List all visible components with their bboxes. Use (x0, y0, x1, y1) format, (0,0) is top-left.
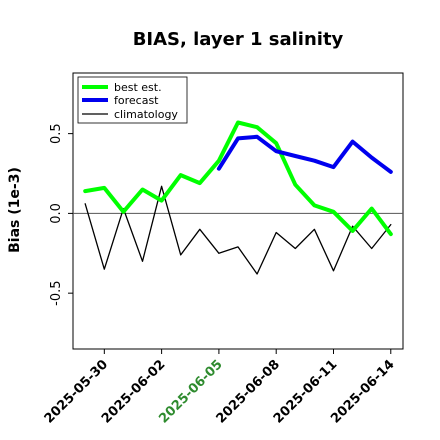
y-tick-label: 0.0 (49, 203, 64, 224)
legend-label-climatology: climatology (114, 108, 178, 121)
chart-title: BIAS, layer 1 salinity (133, 29, 344, 50)
series-line-climatology (84, 185, 392, 275)
legend: best est. forecast climatology (77, 76, 188, 124)
y-axis-label: Bias (1e-3) (7, 167, 23, 253)
legend-label-best-est: best est. (114, 81, 162, 94)
series-line-best-est (83, 120, 393, 237)
y-tick-label: 0.5 (49, 123, 64, 144)
y-tick-label: -0.5 (49, 280, 64, 305)
plot-frame (72, 72, 404, 350)
series-line-forecast (216, 134, 393, 174)
legend-label-forecast: forecast (114, 94, 159, 107)
